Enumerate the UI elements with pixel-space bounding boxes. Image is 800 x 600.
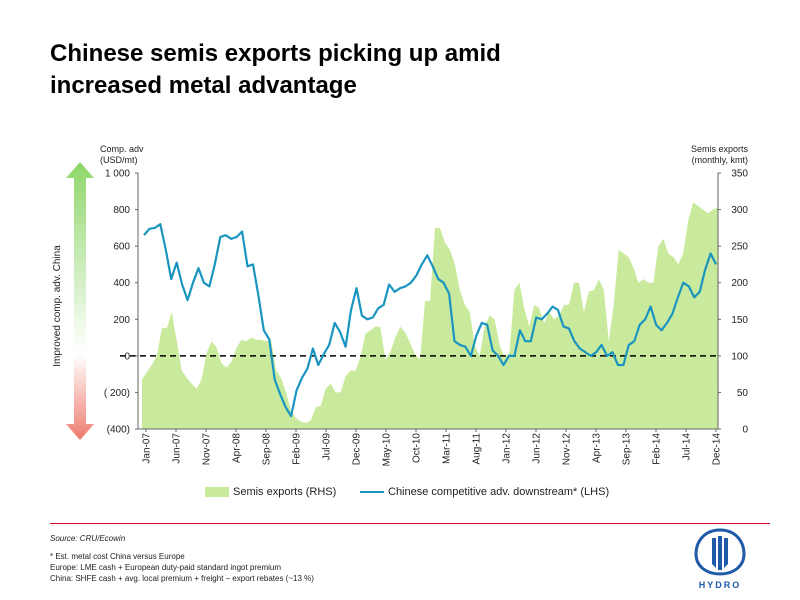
lhs-unit-line-2: (USD/mt) <box>100 155 138 165</box>
lhs-axis-unit: Comp. adv (USD/mt) <box>100 144 144 166</box>
x-tick-label: Jul-09 <box>322 433 333 461</box>
legend-label-semis: Semis exports (RHS) <box>233 486 337 498</box>
x-tick-label: Jun-12 <box>532 433 543 464</box>
footnotes: * Est. metal cost China versus Europe Eu… <box>50 551 314 584</box>
x-tick-label: Aug-11 <box>472 433 483 465</box>
x-tick-label: Jan-12 <box>502 433 513 464</box>
footnote-3: China: SHFE cash + avg. local premium + … <box>50 574 314 583</box>
lhs-unit-line-1: Comp. adv <box>100 144 144 154</box>
x-tick-label: Dec-14 <box>712 433 723 466</box>
lhs-tick-label: 200 <box>113 315 130 326</box>
rhs-tick-label: 50 <box>737 388 749 399</box>
rhs-tick-label: 150 <box>731 315 748 326</box>
x-tick-label: Jul-14 <box>682 433 693 461</box>
legend-item-semis: Semis exports (RHS) <box>205 486 336 498</box>
x-tick-label: Oct-10 <box>412 433 423 463</box>
rhs-tick-label: 0 <box>742 425 748 436</box>
lhs-tick-label: 600 <box>113 242 130 253</box>
arrow-up-green <box>66 162 94 354</box>
legend-item-comp-adv: Chinese competitive adv. downstream* (LH… <box>360 486 609 498</box>
x-tick-label: Nov-07 <box>202 433 213 466</box>
x-tick-label: Nov-12 <box>562 433 573 466</box>
brand-name: HYDRO <box>699 580 742 590</box>
x-tick-label: May-10 <box>382 433 393 467</box>
rhs-tick-label: 350 <box>731 169 748 180</box>
x-tick-label: Feb-14 <box>652 433 663 465</box>
x-tick-label: Jun-07 <box>172 433 183 464</box>
legend-swatch-area <box>205 487 229 497</box>
x-tick-label: Sep-13 <box>622 433 633 466</box>
lhs-tick-label: 0 <box>124 351 130 362</box>
footnote-2: Europe: LME cash + European duty-paid st… <box>50 563 282 572</box>
title-line-1: Chinese semis exports picking up amid <box>50 40 501 67</box>
rhs-tick-label: 300 <box>731 205 748 216</box>
lhs-tick-label: 800 <box>113 205 130 216</box>
lhs-tick-label: ( 200) <box>104 388 130 399</box>
rhs-unit-line-2: (monthly, kmt) <box>691 155 748 165</box>
footnote-1: * Est. metal cost China versus Europe <box>50 552 185 561</box>
series-comp-adv-line <box>143 223 717 418</box>
side-label: Improved comp. adv. China <box>52 245 63 367</box>
arrow-down-red <box>66 354 94 440</box>
x-tick-label: Apr-13 <box>592 433 603 463</box>
title-line-2: increased metal advantage <box>50 72 357 99</box>
lhs-tick-label: 400 <box>113 278 130 289</box>
x-tick-label: Jan-07 <box>142 433 153 464</box>
hydro-logo: HYDRO <box>694 528 746 590</box>
legend-label-comp-adv: Chinese competitive adv. downstream* (LH… <box>388 486 610 498</box>
x-tick-label: Feb-09 <box>292 433 303 465</box>
lhs-tick-label: (400) <box>107 425 130 436</box>
rhs-tick-label: 100 <box>731 351 748 362</box>
lhs-tick-label: 1 000 <box>105 169 130 180</box>
rhs-unit-line-1: Semis exports <box>690 144 748 154</box>
x-tick-label: Mar-11 <box>442 433 453 464</box>
rhs-axis-unit: Semis exports (monthly, kmt) <box>691 144 748 166</box>
comp-adv-arrows <box>66 162 94 440</box>
rhs-tick-label: 200 <box>731 278 748 289</box>
page-title: Chinese semis exports picking up amid in… <box>50 38 770 102</box>
series-semis-exports-area <box>142 202 718 429</box>
x-tick-label: Sep-08 <box>262 433 273 466</box>
footer-rule <box>50 523 770 524</box>
legend-swatch-line <box>360 491 384 493</box>
hydro-ship-icon <box>694 528 746 576</box>
x-tick-label: Dec-09 <box>352 433 363 466</box>
rhs-tick-label: 250 <box>731 242 748 253</box>
x-tick-label: Apr-08 <box>232 433 243 463</box>
source-note: Source: CRU/Ecowin <box>50 534 126 543</box>
